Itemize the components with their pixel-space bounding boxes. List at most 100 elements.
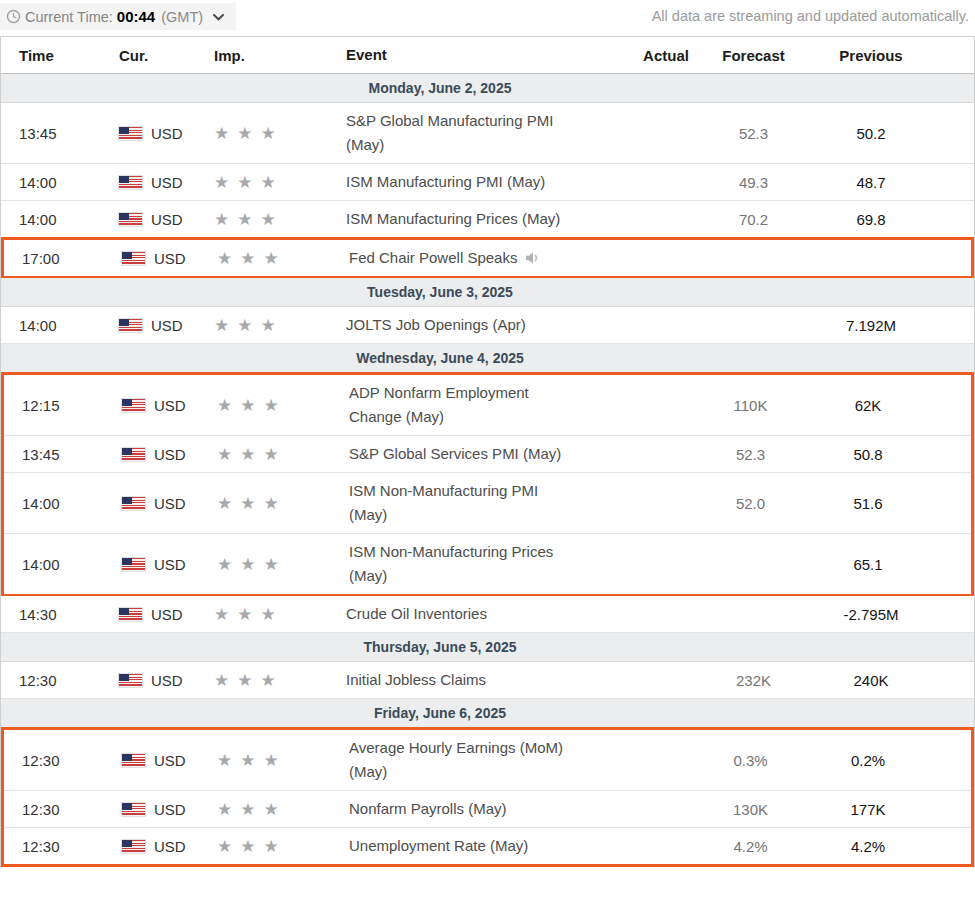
importance-star-icon: ★: [261, 124, 276, 143]
event-name-cell: ADP Nonfarm Employment Change (May): [349, 375, 628, 435]
us-flag-icon: [119, 319, 142, 332]
event-actual: [628, 754, 698, 766]
importance-star-icon: ★: [240, 396, 255, 415]
event-previous: 7.192M: [806, 311, 936, 340]
importance-stars: ★★★: [196, 117, 346, 150]
event-previous: 65.1: [803, 550, 933, 579]
event-name-link[interactable]: Fed Chair Powell Speaks: [349, 246, 517, 270]
event-name-cell: ISM Non-Manufacturing PMI (May): [349, 473, 628, 533]
event-row[interactable]: 13:45 USD ★★★ S&P Global Services PMI (M…: [4, 436, 971, 473]
event-row[interactable]: 12:30 USD ★★★ Average Hourly Earnings (M…: [4, 730, 971, 791]
importance-stars: ★★★: [199, 744, 349, 777]
event-name-cell: S&P Global Services PMI (May): [349, 436, 628, 472]
event-currency: USD: [101, 205, 196, 234]
event-name-link[interactable]: ISM Manufacturing PMI (May): [346, 170, 545, 194]
event-currency: USD: [101, 666, 196, 695]
event-previous: 62K: [803, 391, 933, 420]
event-name-cell: Average Hourly Earnings (MoM) (May): [349, 730, 628, 790]
event-row[interactable]: 12:30 USD ★★★ Initial Jobless Claims 232…: [1, 662, 974, 699]
event-currency: USD: [104, 746, 199, 775]
importance-star-icon: ★: [217, 445, 232, 464]
day-label: Thursday, June 5, 2025: [363, 639, 516, 655]
event-name-link[interactable]: ISM Non-Manufacturing Prices (May): [349, 540, 553, 588]
event-name-link[interactable]: Nonfarm Payrolls (May): [349, 797, 507, 821]
chevron-down-icon[interactable]: [213, 14, 224, 21]
event-time: 17:00: [4, 244, 104, 273]
importance-star-icon: ★: [237, 173, 252, 192]
importance-star-icon: ★: [237, 671, 252, 690]
event-name-link[interactable]: ISM Manufacturing Prices (May): [346, 207, 560, 231]
currency-label: USD: [154, 250, 186, 267]
event-actual: [628, 399, 698, 411]
event-row[interactable]: 17:00 USD ★★★ Fed Chair Powell Speaks: [4, 240, 971, 276]
event-currency: USD: [101, 119, 196, 148]
event-time: 12:30: [4, 746, 104, 775]
event-name-link[interactable]: ADP Nonfarm Employment Change (May): [349, 381, 529, 429]
event-actual: [628, 840, 698, 852]
header-event: Event: [346, 37, 631, 73]
event-row[interactable]: 12:15 USD ★★★ ADP Nonfarm Employment Cha…: [4, 375, 971, 436]
event-name-link[interactable]: Average Hourly Earnings (MoM) (May): [349, 736, 563, 784]
importance-star-icon: ★: [261, 210, 276, 229]
header-actual: Actual: [631, 41, 701, 70]
importance-star-icon: ★: [264, 555, 279, 574]
event-name-cell: ISM Non-Manufacturing Prices (May): [349, 534, 628, 594]
importance-star-icon: ★: [214, 671, 229, 690]
event-row[interactable]: 14:00 USD ★★★ JOLTS Job Openings (Apr) 7…: [1, 307, 974, 344]
event-time: 13:45: [4, 440, 104, 469]
importance-star-icon: ★: [240, 494, 255, 513]
importance-star-icon: ★: [237, 605, 252, 624]
timezone-label: (GMT): [161, 9, 203, 25]
importance-star-icon: ★: [217, 396, 232, 415]
event-row[interactable]: 14:30 USD ★★★ Crude Oil Inventories -2.7…: [1, 596, 974, 633]
importance-star-icon: ★: [214, 173, 229, 192]
importance-stars: ★★★: [196, 664, 346, 697]
importance-star-icon: ★: [240, 751, 255, 770]
currency-label: USD: [154, 446, 186, 463]
event-name-link[interactable]: S&P Global Manufacturing PMI (May): [346, 109, 553, 157]
event-name-link[interactable]: ISM Non-Manufacturing PMI (May): [349, 479, 538, 527]
event-time: 14:00: [1, 311, 101, 340]
event-row[interactable]: 14:00 USD ★★★ ISM Non-Manufacturing PMI …: [4, 473, 971, 534]
event-name-link[interactable]: Crude Oil Inventories: [346, 602, 487, 626]
event-currency: USD: [101, 311, 196, 340]
event-actual: [631, 176, 701, 188]
us-flag-icon: [122, 497, 145, 510]
currency-label: USD: [154, 397, 186, 414]
event-time: 14:00: [4, 489, 104, 518]
event-forecast: 4.2%: [698, 832, 803, 861]
us-flag-icon: [122, 754, 145, 767]
currency-label: USD: [154, 752, 186, 769]
importance-star-icon: ★: [217, 800, 232, 819]
event-currency: USD: [104, 489, 199, 518]
event-row[interactable]: 14:00 USD ★★★ ISM Manufacturing Prices (…: [1, 201, 974, 238]
event-forecast: [698, 252, 803, 264]
header-time: Time: [1, 41, 101, 70]
header-forecast: Forecast: [701, 41, 806, 70]
event-row[interactable]: 13:45 USD ★★★ S&P Global Manufacturing P…: [1, 103, 974, 164]
speaker-icon[interactable]: [525, 251, 541, 265]
event-name-cell: JOLTS Job Openings (Apr): [346, 307, 631, 343]
importance-star-icon: ★: [261, 316, 276, 335]
event-name-link[interactable]: Unemployment Rate (May): [349, 834, 528, 858]
event-row[interactable]: 12:30 USD ★★★ Unemployment Rate (May) 4.…: [4, 828, 971, 864]
event-name-link[interactable]: Initial Jobless Claims: [346, 668, 486, 692]
current-time-selector[interactable]: Current Time: 00:44 (GMT): [0, 3, 236, 30]
event-currency: USD: [101, 600, 196, 629]
event-actual: [628, 558, 698, 570]
event-name-link[interactable]: S&P Global Services PMI (May): [349, 442, 561, 466]
event-previous: -2.795M: [806, 600, 936, 629]
event-time: 14:00: [4, 550, 104, 579]
event-row[interactable]: 12:30 USD ★★★ Nonfarm Payrolls (May) 130…: [4, 791, 971, 828]
importance-star-icon: ★: [240, 837, 255, 856]
event-name-link[interactable]: JOLTS Job Openings (Apr): [346, 313, 526, 337]
us-flag-icon: [122, 803, 145, 816]
importance-star-icon: ★: [264, 800, 279, 819]
event-row[interactable]: 14:00 USD ★★★ ISM Manufacturing PMI (May…: [1, 164, 974, 201]
importance-star-icon: ★: [264, 396, 279, 415]
importance-stars: ★ ★ ★: [199, 389, 349, 422]
importance-star-icon: ★: [264, 249, 279, 268]
importance-star-icon: ★: [217, 837, 232, 856]
event-row[interactable]: 14:00 USD ★★★ ISM Non-Manufacturing Pric…: [4, 534, 971, 594]
event-forecast: [701, 319, 806, 331]
